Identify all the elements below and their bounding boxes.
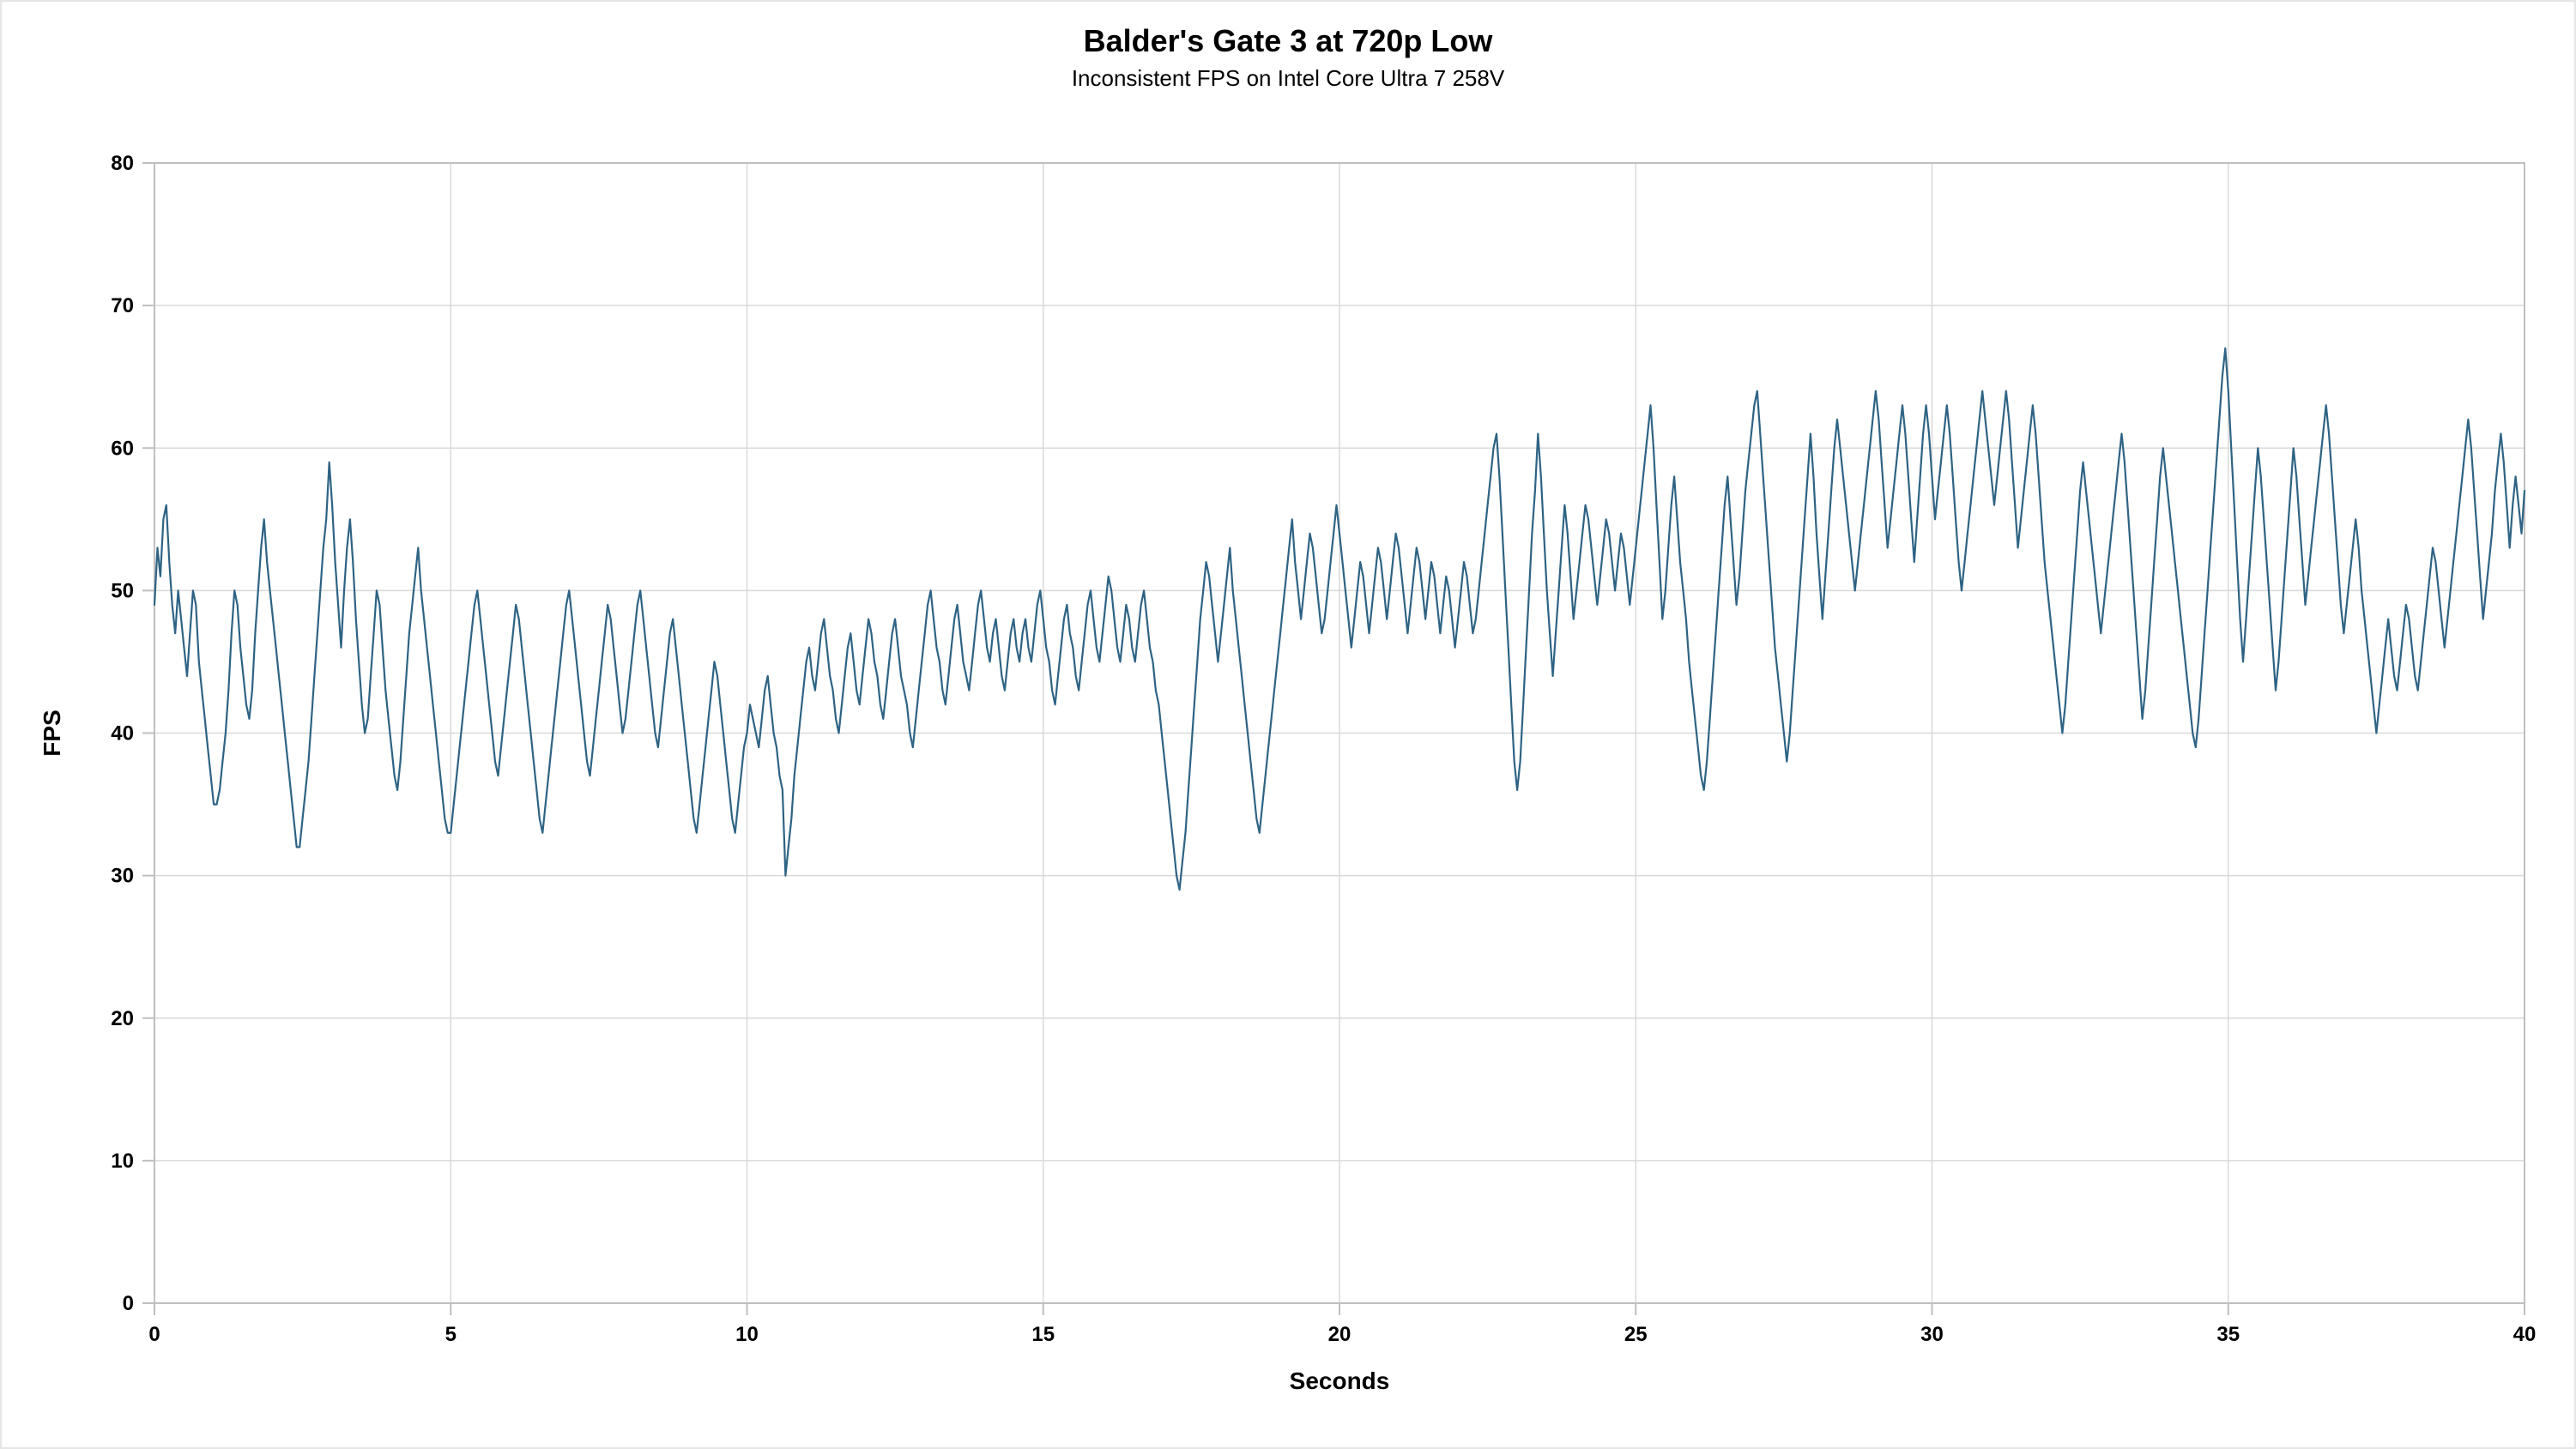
x-tick-label: 15 — [1031, 1323, 1055, 1346]
y-tick-label: 0 — [123, 1292, 134, 1315]
chart-background — [0, 0, 2576, 1449]
chart-container: 0 10 20 30 40 50 60 70 80 0 5 10 15 20 25 30 35 40 Balder'… — [0, 0, 2576, 1449]
y-tick-label: 50 — [111, 579, 134, 602]
x-tick-label: 40 — [2513, 1323, 2537, 1346]
y-tick-label: 80 — [111, 152, 134, 175]
x-tick-label: 35 — [2216, 1323, 2240, 1346]
x-tick-label: 5 — [445, 1323, 457, 1346]
x-tick-label: 10 — [735, 1323, 759, 1346]
chart-title: Balder's Gate 3 at 720p Low — [1084, 23, 1494, 58]
y-axis-label: FPS — [39, 709, 65, 756]
y-tick-label: 10 — [111, 1150, 134, 1173]
fps-line-chart: 0 10 20 30 40 50 60 70 80 0 5 10 15 20 25 30 35 40 Balder'… — [0, 0, 2576, 1449]
y-tick-label: 60 — [111, 437, 134, 460]
x-tick-label: 0 — [148, 1323, 160, 1346]
y-tick-label: 30 — [111, 865, 134, 888]
x-tick-label: 30 — [1920, 1323, 1944, 1346]
x-axis-label: Seconds — [1290, 1367, 1390, 1394]
x-tick-label: 25 — [1624, 1323, 1648, 1346]
y-tick-label: 70 — [111, 294, 134, 317]
chart-subtitle: Inconsistent FPS on Intel Core Ultra 7 2… — [1072, 65, 1505, 91]
y-tick-label: 40 — [111, 722, 134, 746]
y-tick-label: 20 — [111, 1007, 134, 1030]
x-tick-label: 20 — [1328, 1323, 1351, 1346]
